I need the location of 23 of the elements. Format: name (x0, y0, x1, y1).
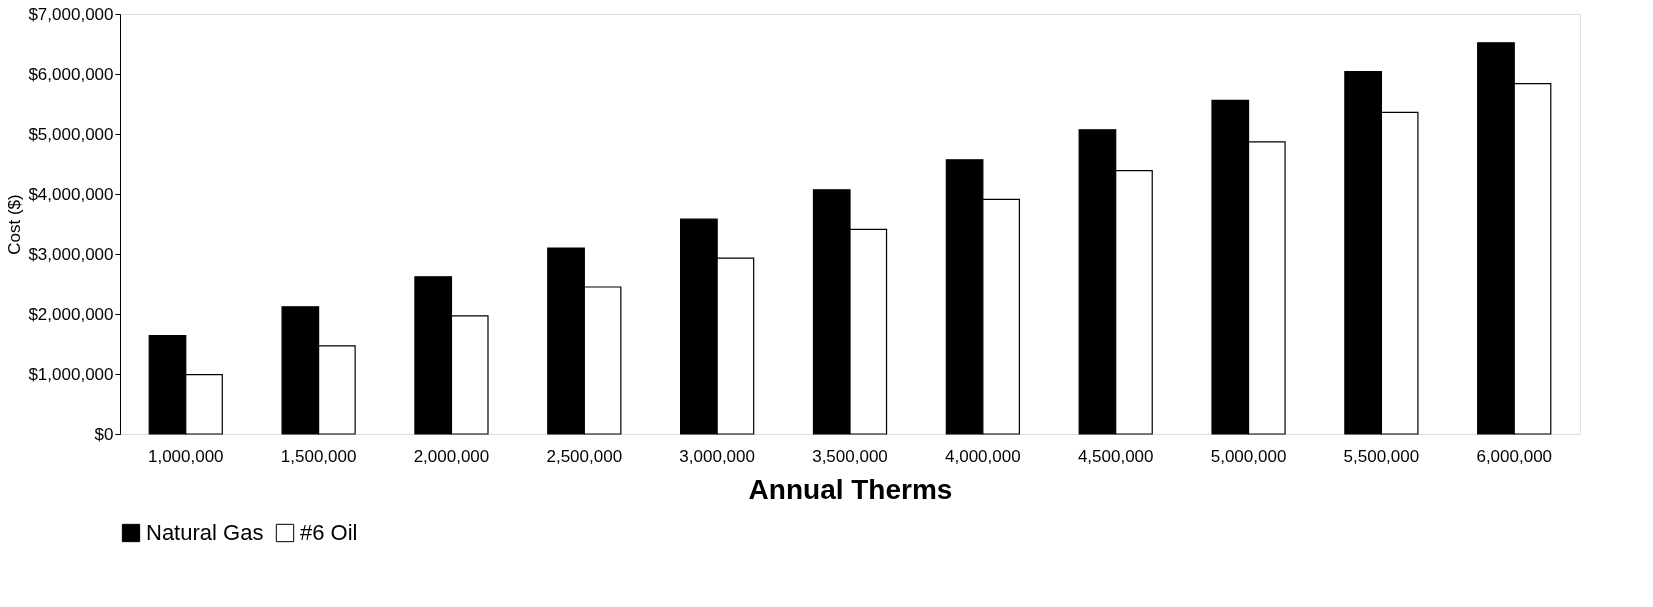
legend-label: Natural Gas (146, 520, 264, 545)
x-tick-label: 4,000,000 (945, 446, 1021, 466)
x-tick-label: 4,500,000 (1077, 446, 1154, 466)
x-tick-label: 3,500,000 (812, 446, 888, 466)
y-tick-label: $6,000,000 (28, 64, 114, 84)
x-tick-label: 2,000,000 (413, 446, 490, 466)
y-axis-title: Cost ($) (5, 194, 25, 255)
y-tick-label: $0 (94, 424, 114, 444)
y-tick-label: $7,000,000 (28, 4, 114, 24)
y-tick-label: $1,000,000 (28, 364, 114, 384)
x-tick-label: 1,500,000 (280, 446, 357, 466)
y-tick-label: $4,000,000 (28, 184, 114, 204)
x-axis-title: Annual Therms (748, 473, 953, 505)
x-tick-label: 5,000,000 (1210, 446, 1287, 466)
x-tick-label: 1,000,000 (147, 446, 224, 466)
x-tick-label: 3,000,000 (679, 446, 755, 466)
x-tick-label: 2,500,000 (546, 446, 623, 466)
legend-label: #6 Oil (300, 520, 358, 545)
y-tick-label: $3,000,000 (28, 244, 114, 264)
y-tick-label: $5,000,000 (28, 124, 114, 144)
x-tick-label: 5,500,000 (1343, 446, 1420, 466)
x-tick-label: 6,000,000 (1476, 446, 1553, 466)
y-tick-label: $2,000,000 (28, 304, 114, 324)
